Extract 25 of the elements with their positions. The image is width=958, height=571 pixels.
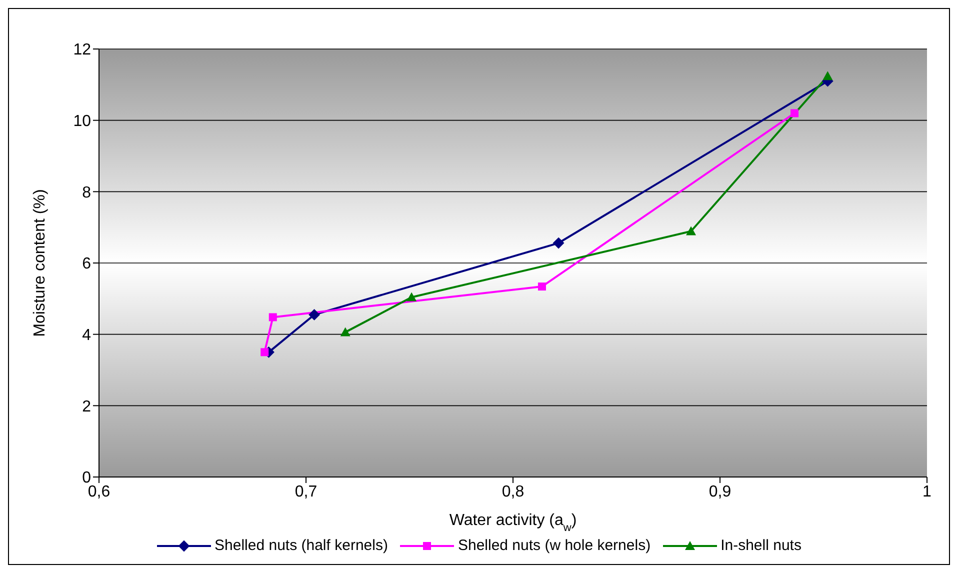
x-tick-label: 0,8 bbox=[502, 483, 524, 500]
legend-label: Shelled nuts (half kernels) bbox=[214, 537, 388, 554]
y-tick-label: 8 bbox=[82, 184, 92, 202]
legend-label: Shelled nuts (w hole kernels) bbox=[458, 537, 651, 554]
point bbox=[268, 313, 277, 322]
point bbox=[406, 292, 417, 302]
legend-label: In-shell nuts bbox=[720, 537, 802, 554]
x-tick-label: 1 bbox=[922, 483, 932, 500]
y-axis-title: Moisture content (%) bbox=[32, 189, 49, 337]
y-tick-label: 10 bbox=[73, 113, 92, 130]
x-axis-title: Water activity (a$_{w}$) bbox=[449, 512, 577, 534]
point bbox=[553, 238, 564, 249]
point bbox=[790, 109, 799, 118]
point bbox=[308, 309, 320, 320]
point bbox=[260, 348, 269, 356]
x-tick-label: 0,7 bbox=[294, 483, 318, 500]
y-tick-label: 2 bbox=[82, 398, 92, 416]
point bbox=[822, 71, 833, 80]
point bbox=[538, 282, 546, 291]
y-tick-label: 4 bbox=[82, 327, 92, 344]
x-tick-label: 0,9 bbox=[708, 483, 732, 500]
y-tick-label: 6 bbox=[82, 256, 92, 273]
y-tick-label: 12 bbox=[73, 42, 92, 59]
point bbox=[340, 327, 350, 336]
point bbox=[686, 226, 696, 236]
